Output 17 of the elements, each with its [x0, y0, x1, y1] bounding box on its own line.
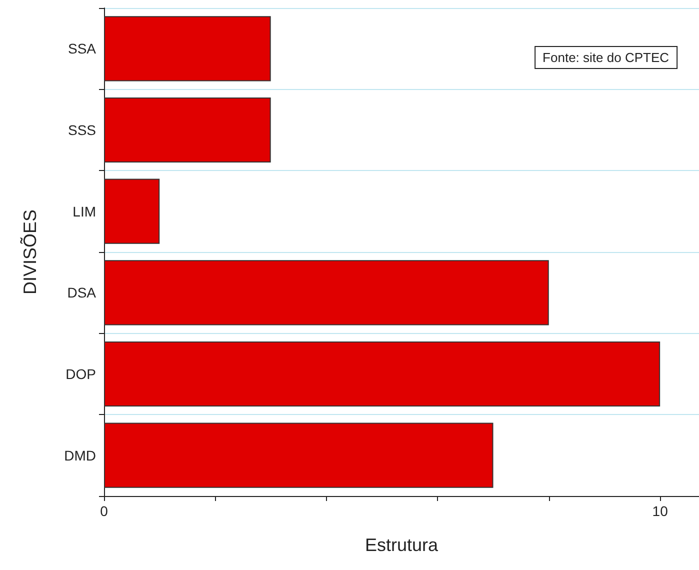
- y-axis-title: DIVISÕES: [20, 209, 40, 295]
- annotation: Fonte: site do CPTEC: [542, 50, 670, 65]
- y-tick-label: DMD: [64, 447, 96, 464]
- x-tick-label: 0: [100, 503, 108, 519]
- bar: [104, 260, 549, 326]
- y-tick-label: LIM: [72, 203, 96, 220]
- bar: [104, 178, 160, 244]
- y-tick-label: SSA: [68, 40, 97, 57]
- bar: [104, 341, 660, 407]
- x-tick-label: 10: [652, 503, 668, 519]
- bar: [104, 16, 271, 82]
- y-tick-label: DOP: [66, 366, 96, 382]
- y-tick-label: DSA: [67, 284, 97, 301]
- x-axis-title: Estrutura: [364, 535, 439, 555]
- bar: [104, 97, 271, 163]
- bar: [104, 422, 494, 488]
- y-tick-label: SSS: [68, 122, 96, 138]
